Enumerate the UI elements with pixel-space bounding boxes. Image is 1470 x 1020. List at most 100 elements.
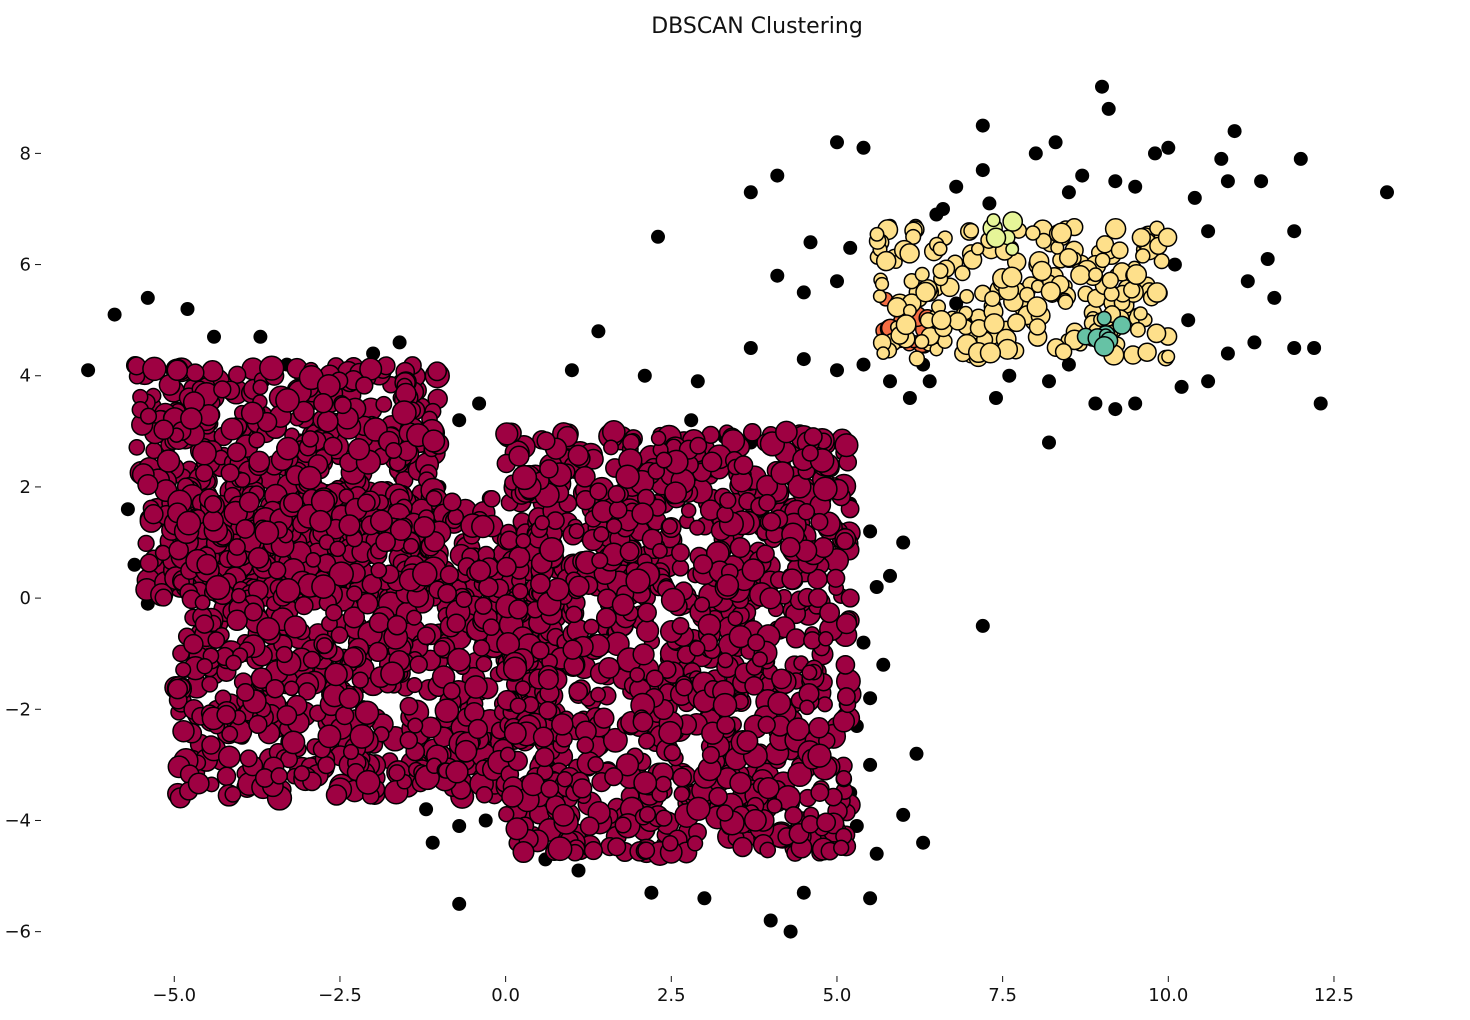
cluster-point	[201, 675, 219, 693]
noise-point	[949, 179, 964, 194]
cluster-point	[808, 717, 830, 739]
cluster-point	[801, 664, 818, 681]
cluster-point	[1070, 264, 1091, 286]
cluster-point	[538, 700, 558, 720]
noise-point	[909, 746, 924, 761]
cluster-point	[661, 518, 678, 535]
cluster-point	[275, 578, 301, 604]
cluster-point	[605, 517, 623, 535]
cluster-point	[908, 350, 926, 367]
cluster-point	[1157, 227, 1178, 248]
cluster-point	[248, 714, 268, 735]
cluster-point	[333, 396, 352, 415]
cluster-point	[1161, 349, 1176, 364]
cluster-point	[1135, 248, 1151, 264]
cluster-point	[607, 485, 626, 504]
cluster-point	[747, 633, 766, 652]
noise-point	[989, 391, 1003, 405]
noise-point	[1220, 174, 1235, 189]
cluster-point	[979, 342, 1002, 364]
cluster-point	[534, 747, 555, 768]
cluster-point	[230, 587, 247, 604]
cluster-point	[248, 450, 271, 473]
noise-point	[856, 357, 871, 372]
cluster-point	[757, 715, 776, 734]
cluster-point	[766, 797, 783, 814]
x-tick-label: 0.0	[491, 985, 520, 1006]
noise-point	[1187, 190, 1202, 205]
noise-point	[883, 568, 897, 583]
cluster-point	[744, 675, 764, 696]
cluster-point	[154, 588, 173, 607]
cluster-point	[342, 606, 366, 629]
noise-point	[770, 168, 785, 183]
cluster-point	[454, 739, 478, 763]
noise-point	[591, 324, 606, 339]
noise-point	[1313, 396, 1328, 411]
cluster-point	[244, 602, 263, 622]
cluster-point	[812, 476, 838, 502]
cluster-point	[216, 766, 237, 787]
cluster-point	[532, 726, 555, 748]
cluster-point	[650, 430, 667, 447]
cluster-point	[655, 451, 673, 469]
cluster-point	[434, 698, 460, 724]
cluster-point	[207, 631, 226, 649]
noise-point	[796, 285, 811, 300]
cluster-point	[194, 614, 215, 634]
x-tick-label: −5.0	[152, 985, 196, 1006]
cluster-point	[556, 770, 574, 788]
cluster-point	[294, 595, 314, 616]
cluster-point	[356, 592, 379, 615]
noise-point	[830, 274, 844, 289]
cluster-point	[1088, 267, 1104, 283]
cluster-point	[238, 491, 260, 513]
cluster-point	[655, 809, 673, 827]
noise-point	[1048, 135, 1063, 150]
cluster-point	[329, 540, 347, 558]
noise-point	[1095, 79, 1109, 94]
cluster-point	[638, 732, 656, 750]
cluster-point	[598, 656, 620, 679]
noise-point	[180, 302, 195, 316]
cluster-point	[240, 401, 264, 425]
cluster-point	[389, 518, 413, 542]
noise-point	[830, 363, 844, 378]
cluster-point	[425, 489, 443, 507]
cluster-point	[819, 602, 841, 624]
cluster-point	[1058, 247, 1079, 268]
cluster-point	[593, 526, 610, 543]
cluster-point	[875, 250, 897, 272]
cluster-point	[1007, 313, 1026, 333]
cluster-point	[589, 482, 608, 501]
cluster-point	[1093, 336, 1115, 357]
cluster-point	[767, 691, 792, 716]
noise-point	[869, 580, 884, 594]
cluster-point	[283, 615, 308, 639]
cluster-point	[511, 583, 529, 600]
cluster-point	[645, 669, 664, 688]
cluster-point	[736, 730, 759, 753]
noise-point	[1220, 346, 1235, 361]
noise-point	[843, 240, 858, 255]
cluster-point	[572, 778, 593, 799]
cluster-point	[675, 678, 694, 697]
noise-point	[876, 657, 891, 672]
noise-point	[1028, 146, 1043, 161]
cluster-point	[509, 697, 527, 715]
cluster-point	[717, 652, 734, 669]
cluster-point	[608, 500, 628, 520]
cluster-point	[1054, 342, 1073, 361]
noise-point	[1240, 274, 1255, 289]
cluster-point	[688, 640, 706, 657]
noise-point	[982, 196, 997, 211]
cluster-point	[252, 379, 269, 396]
cluster-point	[187, 772, 210, 795]
cluster-point	[671, 559, 690, 577]
cluster-point	[693, 596, 711, 613]
cluster-point	[538, 669, 559, 690]
noise-point	[1101, 101, 1116, 116]
cluster-point	[153, 419, 175, 441]
cluster-point	[1001, 266, 1023, 288]
cluster-point	[1101, 271, 1119, 289]
